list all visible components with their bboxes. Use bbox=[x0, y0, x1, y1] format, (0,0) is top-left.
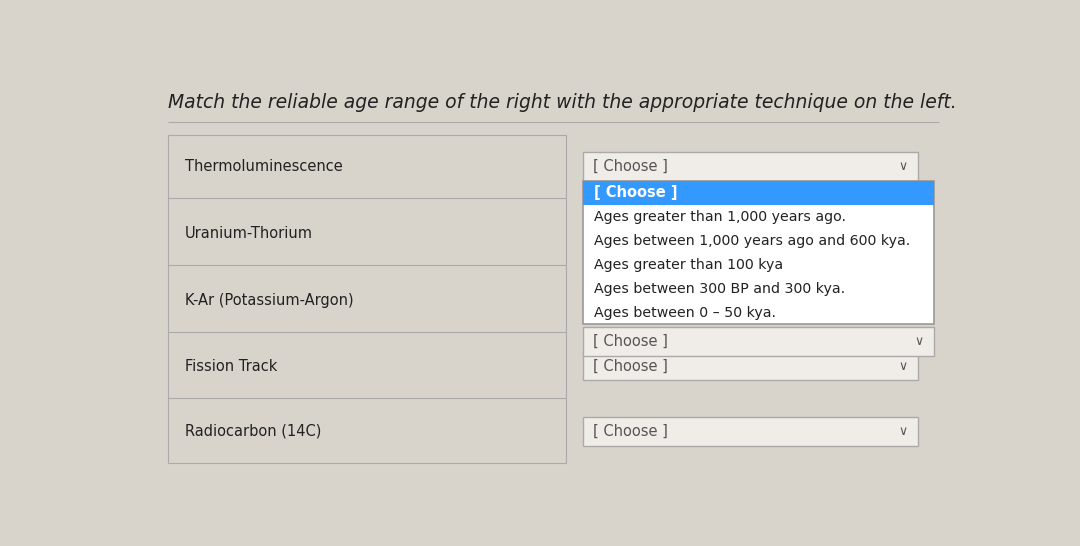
Text: Thermoluminescence: Thermoluminescence bbox=[186, 159, 343, 174]
Text: Ages between 0 – 50 kya.: Ages between 0 – 50 kya. bbox=[594, 306, 775, 319]
Text: [ Choose ]: [ Choose ] bbox=[593, 359, 667, 373]
Text: Ages between 300 BP and 300 kya.: Ages between 300 BP and 300 kya. bbox=[594, 282, 845, 295]
Text: K-Ar (Potassium-Argon): K-Ar (Potassium-Argon) bbox=[186, 293, 354, 308]
Text: Uranium-Thorium: Uranium-Thorium bbox=[186, 226, 313, 241]
Text: [ Choose ]: [ Choose ] bbox=[593, 293, 667, 308]
Text: Ages greater than 100 kya: Ages greater than 100 kya bbox=[594, 258, 783, 271]
Text: ∨: ∨ bbox=[915, 335, 923, 348]
Text: Ages greater than 1,000 years ago.: Ages greater than 1,000 years ago. bbox=[594, 210, 846, 224]
FancyBboxPatch shape bbox=[583, 417, 918, 446]
Text: Ages between 1,000 years ago and 600 kya.: Ages between 1,000 years ago and 600 kya… bbox=[594, 234, 910, 248]
Text: Radiocarbon (14C): Radiocarbon (14C) bbox=[186, 424, 322, 439]
Text: ∨: ∨ bbox=[897, 360, 907, 372]
FancyBboxPatch shape bbox=[583, 328, 934, 356]
Text: ∨: ∨ bbox=[897, 294, 907, 307]
Text: Fission Track: Fission Track bbox=[186, 359, 278, 373]
FancyBboxPatch shape bbox=[583, 287, 918, 315]
FancyBboxPatch shape bbox=[583, 352, 918, 381]
Text: ∨: ∨ bbox=[897, 425, 907, 438]
FancyBboxPatch shape bbox=[583, 181, 934, 324]
FancyBboxPatch shape bbox=[583, 181, 934, 205]
Text: ∨: ∨ bbox=[897, 160, 907, 173]
Text: [ Choose ]: [ Choose ] bbox=[593, 159, 667, 174]
Text: Match the reliable age range of the right with the appropriate technique on the : Match the reliable age range of the righ… bbox=[168, 93, 957, 112]
FancyBboxPatch shape bbox=[583, 152, 918, 181]
Text: [ Choose ]: [ Choose ] bbox=[593, 334, 667, 349]
Text: [ Choose ]: [ Choose ] bbox=[594, 185, 677, 200]
Text: [ Choose ]: [ Choose ] bbox=[593, 424, 667, 439]
